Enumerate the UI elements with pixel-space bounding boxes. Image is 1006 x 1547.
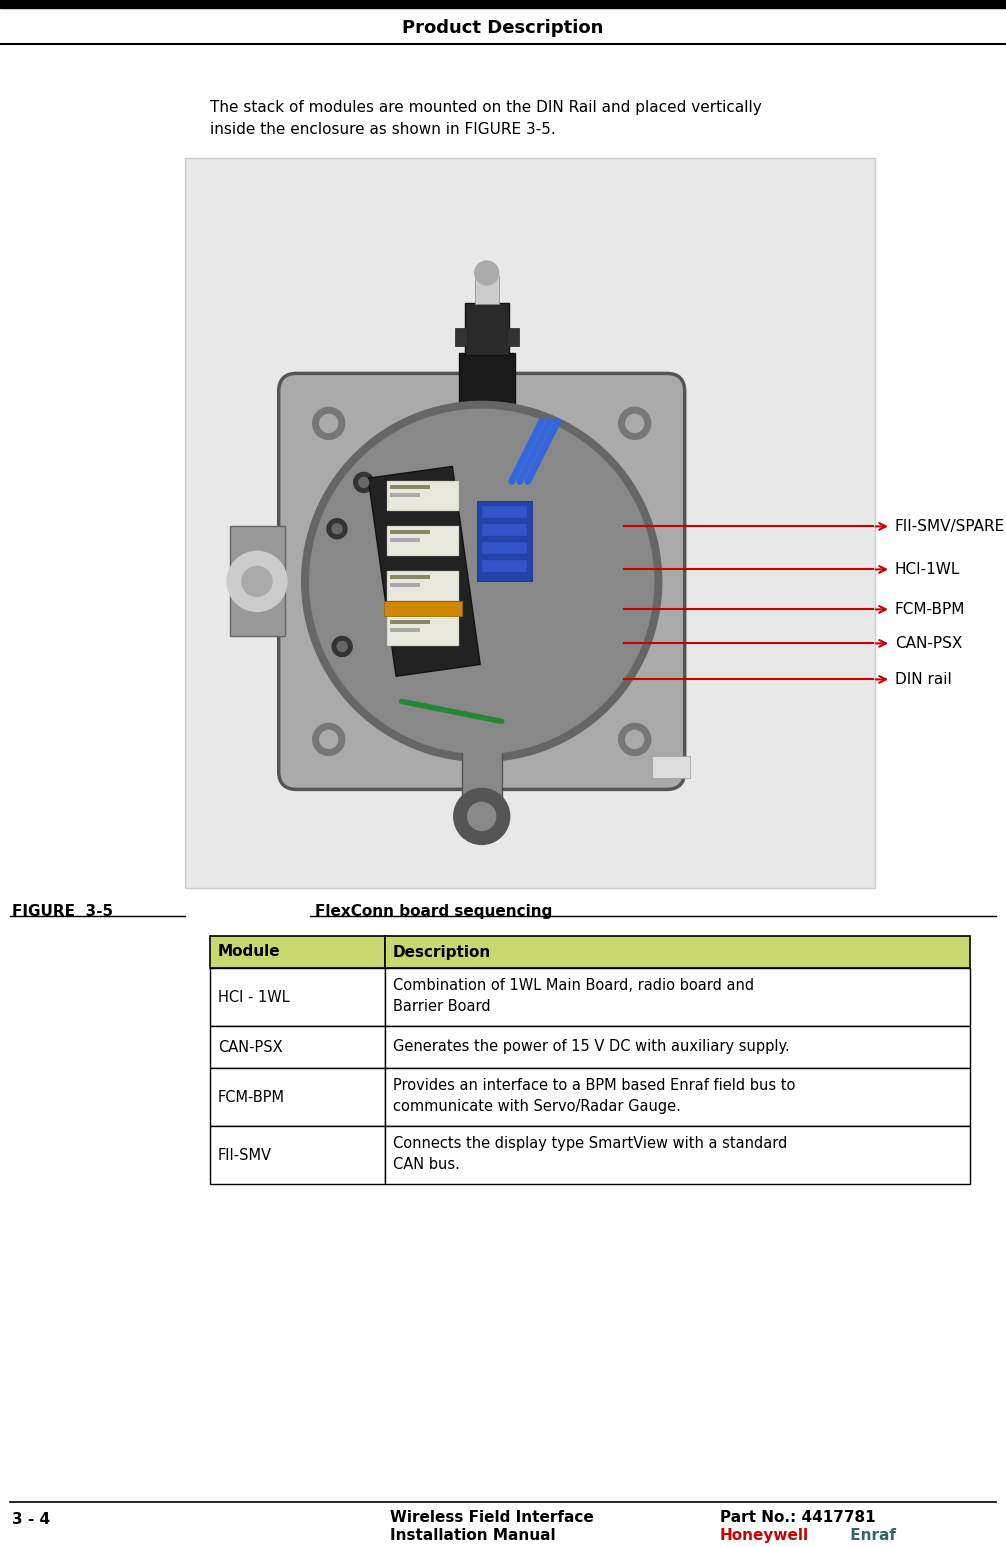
Circle shape xyxy=(320,730,338,749)
Circle shape xyxy=(626,730,644,749)
Text: 3 - 4: 3 - 4 xyxy=(12,1511,50,1527)
Circle shape xyxy=(313,724,345,755)
Text: Enraf: Enraf xyxy=(845,1528,896,1542)
Circle shape xyxy=(475,261,499,285)
Text: Part No.: 4417781: Part No.: 4417781 xyxy=(720,1510,875,1525)
Circle shape xyxy=(332,524,342,534)
Bar xyxy=(385,1067,970,1126)
Text: HCI-1WL: HCI-1WL xyxy=(895,562,961,577)
Bar xyxy=(386,616,459,647)
Text: Generates the power of 15 V DC with auxiliary supply.: Generates the power of 15 V DC with auxi… xyxy=(393,1040,790,1055)
Bar xyxy=(385,968,970,1026)
Bar xyxy=(447,418,527,446)
Text: FCM-BPM: FCM-BPM xyxy=(895,602,966,617)
Bar xyxy=(230,526,285,636)
Circle shape xyxy=(332,636,352,656)
Text: Wireless Field Interface: Wireless Field Interface xyxy=(390,1510,594,1525)
Bar xyxy=(482,524,527,537)
Bar xyxy=(210,936,385,968)
Text: Connects the display type SmartView with a standard
CAN bus.: Connects the display type SmartView with… xyxy=(393,1135,788,1173)
Text: FlexConn board sequencing: FlexConn board sequencing xyxy=(315,903,552,919)
Circle shape xyxy=(626,415,644,433)
Circle shape xyxy=(242,566,272,597)
Bar xyxy=(210,1067,385,1126)
Text: Installation Manual: Installation Manual xyxy=(390,1528,555,1542)
FancyBboxPatch shape xyxy=(279,373,685,789)
Bar xyxy=(386,526,459,557)
Bar xyxy=(507,328,519,347)
Text: CAN-PSX: CAN-PSX xyxy=(218,1040,283,1055)
Bar xyxy=(389,628,420,633)
Bar xyxy=(386,571,459,602)
Bar xyxy=(386,481,459,512)
Bar xyxy=(385,1126,970,1183)
Bar xyxy=(455,328,467,347)
Text: FCM-BPM: FCM-BPM xyxy=(218,1089,285,1105)
Circle shape xyxy=(227,551,287,611)
Bar xyxy=(210,968,385,1026)
Circle shape xyxy=(327,518,347,538)
Bar xyxy=(385,936,970,968)
Circle shape xyxy=(337,642,347,651)
Text: Provides an interface to a BPM based Enraf field bus to
communicate with Servo/R: Provides an interface to a BPM based Enr… xyxy=(393,1078,796,1114)
Text: Description: Description xyxy=(393,945,491,959)
Bar xyxy=(185,158,875,888)
Bar xyxy=(210,1126,385,1183)
Circle shape xyxy=(320,415,338,433)
Bar xyxy=(389,493,420,498)
Bar xyxy=(477,501,532,582)
Bar xyxy=(389,583,420,588)
Text: Product Description: Product Description xyxy=(402,19,604,37)
Bar xyxy=(389,620,430,625)
Text: HCI - 1WL: HCI - 1WL xyxy=(218,990,290,1004)
Bar xyxy=(482,560,527,572)
Text: Combination of 1WL Main Board, radio board and
Barrier Board: Combination of 1WL Main Board, radio boa… xyxy=(393,978,754,1013)
Bar xyxy=(389,575,430,580)
Text: inside the enclosure as shown in FIGURE 3-5.: inside the enclosure as shown in FIGURE … xyxy=(210,122,555,138)
Bar xyxy=(0,0,1006,8)
Bar xyxy=(459,353,515,421)
Circle shape xyxy=(302,401,662,761)
Bar xyxy=(383,602,462,616)
Text: Honeywell: Honeywell xyxy=(720,1528,809,1542)
Bar xyxy=(482,506,527,518)
Bar xyxy=(652,756,690,778)
Text: FIGURE  3-5: FIGURE 3-5 xyxy=(12,903,113,919)
Circle shape xyxy=(454,789,510,845)
Text: Module: Module xyxy=(218,945,281,959)
Text: CAN-PSX: CAN-PSX xyxy=(895,636,963,651)
Circle shape xyxy=(313,407,345,439)
Bar xyxy=(462,752,502,801)
Bar xyxy=(475,275,499,305)
Bar xyxy=(465,303,509,354)
Circle shape xyxy=(354,472,374,492)
Bar xyxy=(385,1026,970,1067)
Text: DIN rail: DIN rail xyxy=(895,671,952,687)
Bar xyxy=(389,531,430,534)
Circle shape xyxy=(619,407,651,439)
Text: FII-SMV/SPARE: FII-SMV/SPARE xyxy=(895,518,1005,534)
Circle shape xyxy=(310,410,654,753)
Bar xyxy=(368,466,480,676)
Text: FII-SMV: FII-SMV xyxy=(218,1148,272,1162)
Bar xyxy=(389,486,430,489)
Bar xyxy=(389,538,420,543)
Circle shape xyxy=(359,478,369,487)
Text: The stack of modules are mounted on the DIN Rail and placed vertically: The stack of modules are mounted on the … xyxy=(210,101,762,114)
Bar xyxy=(210,1026,385,1067)
Circle shape xyxy=(619,724,651,755)
Circle shape xyxy=(468,803,496,831)
Bar xyxy=(482,543,527,554)
